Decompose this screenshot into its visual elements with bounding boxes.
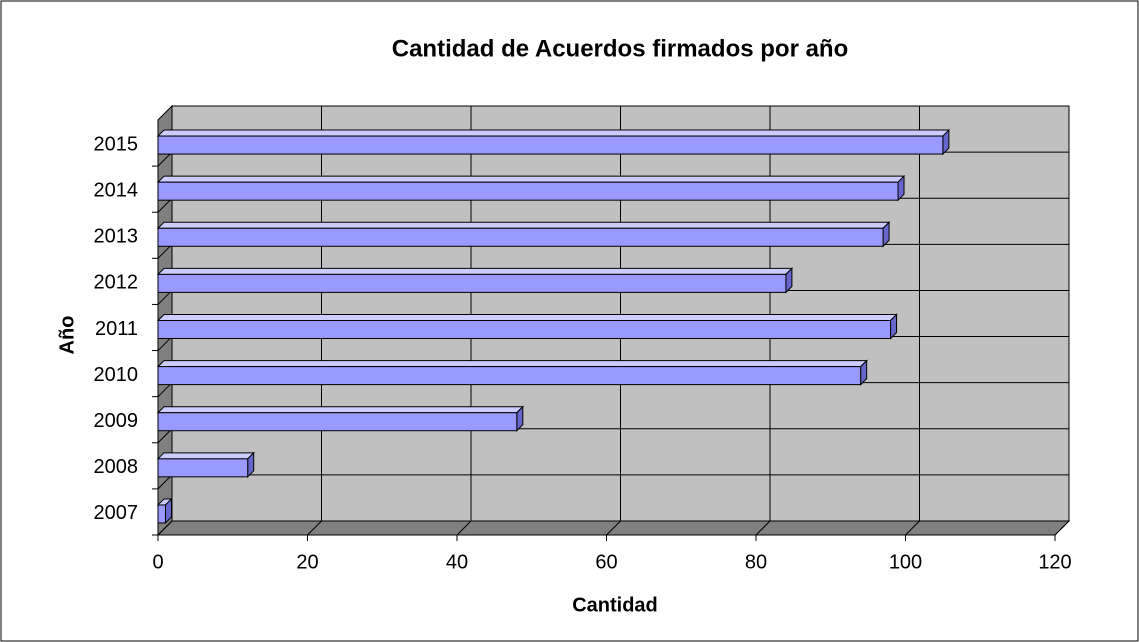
y-tick-label: 2007 — [94, 502, 139, 524]
x-tick-label: 120 — [1038, 551, 1071, 573]
grid-line — [606, 520, 621, 536]
y-axis-label: Año — [56, 316, 78, 355]
grid-line — [157, 520, 173, 536]
bar — [157, 366, 862, 386]
bar — [157, 412, 518, 432]
y-tick-label: 2015 — [94, 133, 139, 155]
x-tick-label: 0 — [152, 551, 163, 573]
y-tick-label: 2012 — [94, 272, 139, 294]
y-tick-label: 2008 — [94, 456, 139, 478]
bar-top — [156, 360, 868, 368]
bar-top — [156, 267, 794, 275]
bar-top — [156, 129, 951, 137]
y-tick-label: 2011 — [95, 318, 138, 340]
grid-line — [755, 520, 771, 536]
y-tick-label: 2014 — [94, 179, 139, 201]
bar-top — [156, 175, 906, 183]
bar — [157, 504, 166, 524]
y-tick-label: 2009 — [94, 410, 139, 432]
grid-line — [456, 520, 472, 536]
bar — [157, 181, 899, 201]
grid-line — [307, 520, 322, 536]
chart-title: Cantidad de Acuerdos firmados por año — [392, 35, 849, 62]
bar — [157, 135, 944, 155]
x-tick-label: 100 — [889, 551, 922, 573]
bar — [157, 227, 884, 247]
bar — [157, 320, 892, 339]
y-tick-label: 2013 — [94, 226, 139, 248]
grid-line — [1054, 520, 1070, 536]
bar — [157, 458, 249, 478]
x-tick-label: 40 — [446, 551, 468, 573]
x-tick-label: 80 — [745, 551, 767, 573]
y-tick-label: 2010 — [94, 364, 139, 386]
bar-top — [156, 452, 255, 460]
x-axis-label: Cantidad — [572, 594, 658, 616]
x-tick-label: 20 — [296, 551, 318, 573]
x-tick-label: 60 — [595, 551, 617, 573]
bar-top — [156, 221, 891, 229]
bar-top — [156, 406, 525, 414]
bar-top — [156, 314, 898, 321]
grid-line — [905, 520, 920, 536]
bar — [157, 273, 787, 293]
